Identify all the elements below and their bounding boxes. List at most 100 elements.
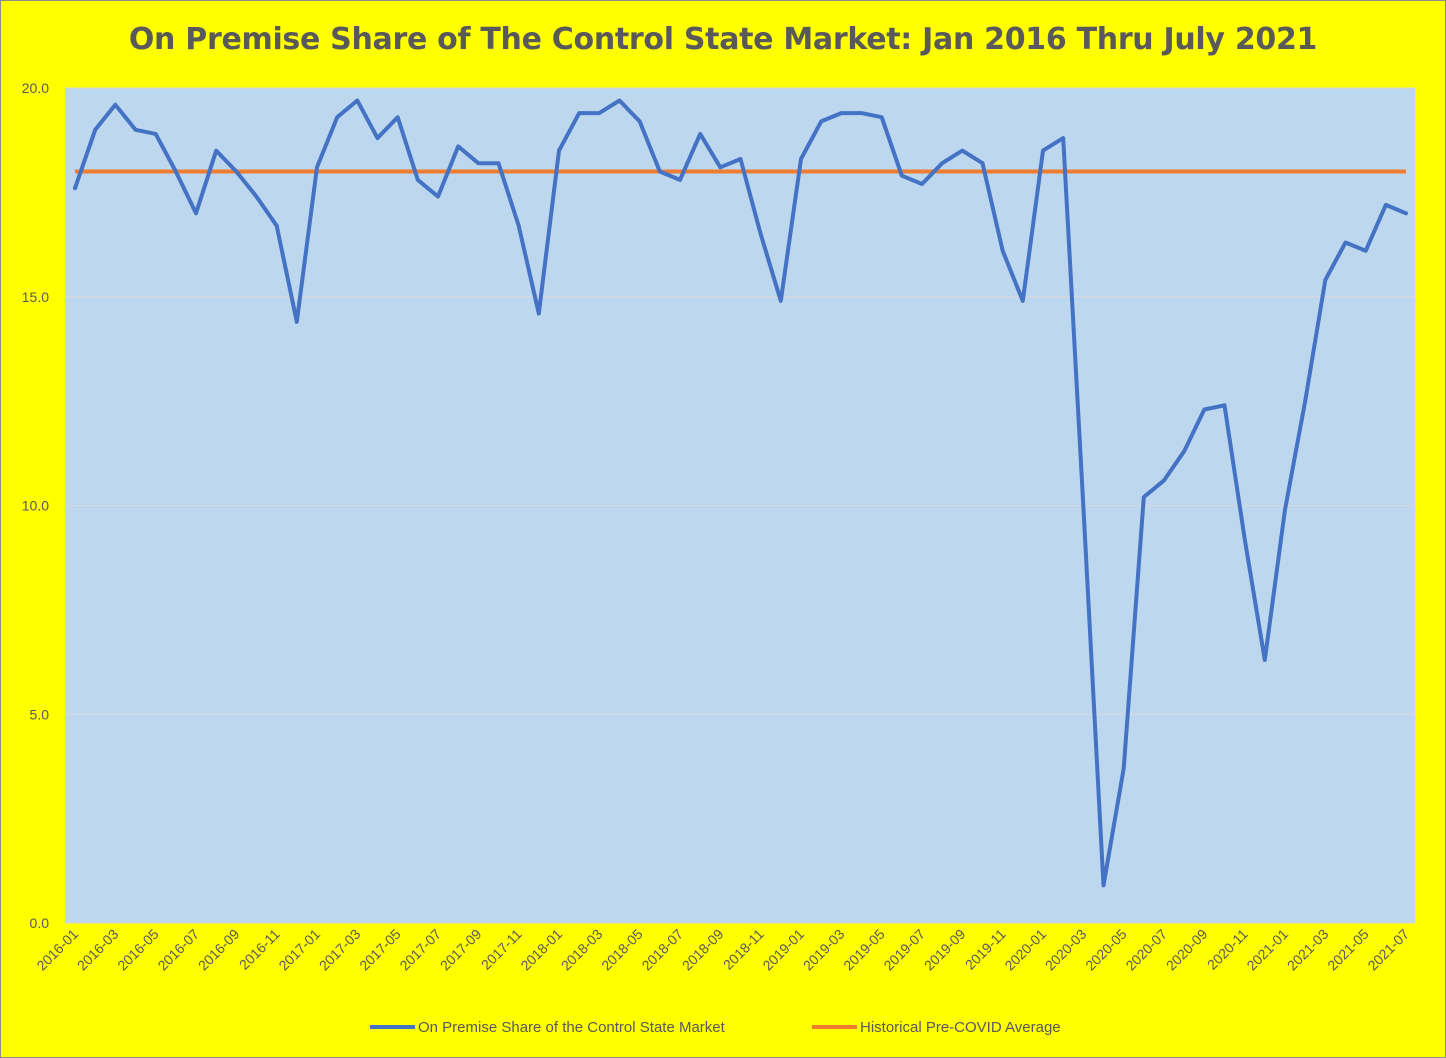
data-point <box>174 170 178 173</box>
x-tick-label: 2016-07 <box>154 926 202 974</box>
x-tick-label: 2018-09 <box>679 926 727 974</box>
x-tick-label: 2018-11 <box>720 926 767 973</box>
data-point <box>255 195 258 199</box>
data-point <box>960 149 964 153</box>
data-point <box>698 132 702 136</box>
x-tick-label: 2018-05 <box>598 926 646 974</box>
data-point <box>154 132 158 136</box>
x-tick-label: 2017-09 <box>437 926 485 974</box>
data-point <box>1323 278 1327 282</box>
data-point <box>234 170 238 173</box>
data-point <box>860 111 863 115</box>
data-point <box>1001 249 1005 253</box>
data-point <box>396 115 400 119</box>
data-point <box>1102 883 1105 887</box>
x-tick-label: 2016-09 <box>195 926 243 974</box>
data-point <box>537 311 541 315</box>
chart-title: On Premise Share of The Control State Ma… <box>128 22 1318 57</box>
x-tick-label: 2019-11 <box>962 926 1009 973</box>
data-point <box>134 128 137 132</box>
x-tick-label: 2018-01 <box>517 926 565 974</box>
data-point <box>476 161 480 165</box>
data-point <box>799 157 803 161</box>
data-point <box>456 144 460 148</box>
data-point <box>900 174 904 178</box>
data-point <box>1142 495 1146 499</box>
x-tick-label: 2019-03 <box>800 926 848 974</box>
x-tick-label: 2018-03 <box>558 926 606 974</box>
data-point <box>315 165 319 169</box>
y-axis: 0.0 5.0 10.0 15.0 20.0 <box>22 80 49 931</box>
data-point <box>678 178 682 182</box>
data-point <box>597 111 601 115</box>
data-point <box>940 161 944 165</box>
x-tick-label: 2018-07 <box>638 926 686 974</box>
x-tick-label: 2020-11 <box>1204 926 1251 973</box>
data-point <box>718 165 722 169</box>
x-tick-label: 2019-05 <box>840 926 888 974</box>
x-tick-label: 2020-01 <box>1001 926 1049 974</box>
y-tick-label: 20.0 <box>22 80 49 96</box>
x-tick-label: 2016-01 <box>33 926 81 974</box>
data-point <box>1162 478 1166 482</box>
data-point <box>557 149 561 153</box>
data-point <box>839 111 843 115</box>
data-point <box>880 115 884 119</box>
x-tick-label: 2016-03 <box>74 926 122 974</box>
data-point <box>1223 403 1226 407</box>
data-point <box>618 99 621 103</box>
data-point <box>1384 203 1388 207</box>
data-point <box>376 136 379 140</box>
x-axis: 2016-012016-032016-052016-072016-092016-… <box>33 926 1412 974</box>
data-point <box>295 320 299 324</box>
data-point <box>355 99 359 103</box>
data-point <box>1344 240 1347 244</box>
x-tick-label: 2017-05 <box>356 926 404 974</box>
data-point <box>113 103 117 107</box>
x-tick-label: 2019-01 <box>759 926 807 974</box>
data-point <box>1243 537 1247 541</box>
legend-label-average: Historical Pre-COVID Average <box>860 1019 1061 1036</box>
data-point <box>1283 508 1287 512</box>
data-point <box>739 157 742 161</box>
x-tick-label: 2017-11 <box>478 926 525 973</box>
data-point <box>1364 249 1368 253</box>
data-point <box>275 224 279 228</box>
data-point <box>1263 658 1267 662</box>
data-point <box>920 182 924 186</box>
y-tick-label: 5.0 <box>30 706 50 722</box>
data-point <box>73 186 77 190</box>
data-point <box>658 170 662 173</box>
data-point <box>759 232 763 236</box>
data-point <box>638 119 642 123</box>
x-tick-label: 2021-07 <box>1364 926 1412 974</box>
data-point <box>517 224 521 228</box>
x-tick-label: 2019-09 <box>921 926 969 974</box>
x-tick-label: 2017-03 <box>316 926 364 974</box>
data-point <box>1303 399 1307 403</box>
data-point <box>214 149 218 153</box>
x-tick-label: 2016-05 <box>114 926 162 974</box>
data-point <box>1081 504 1085 507</box>
x-tick-label: 2020-09 <box>1163 926 1211 974</box>
data-point <box>981 161 984 165</box>
data-point <box>1202 407 1206 411</box>
data-point <box>194 211 198 215</box>
data-point <box>93 128 97 132</box>
data-point <box>1122 767 1126 771</box>
data-point <box>779 299 783 303</box>
data-point <box>1061 136 1065 140</box>
x-tick-label: 2021-03 <box>1284 926 1332 974</box>
data-point <box>819 119 823 123</box>
legend-label-share: On Premise Share of the Control State Ma… <box>418 1019 726 1036</box>
x-tick-label: 2021-05 <box>1324 926 1372 974</box>
x-tick-label: 2016-11 <box>236 926 283 973</box>
x-tick-label: 2019-07 <box>880 926 928 974</box>
x-tick-label: 2021-01 <box>1243 926 1291 974</box>
series-layer <box>73 98 1408 888</box>
data-point <box>1041 149 1045 153</box>
x-tick-label: 2017-07 <box>396 926 444 974</box>
x-tick-label: 2020-05 <box>1082 926 1130 974</box>
data-point <box>577 111 581 115</box>
